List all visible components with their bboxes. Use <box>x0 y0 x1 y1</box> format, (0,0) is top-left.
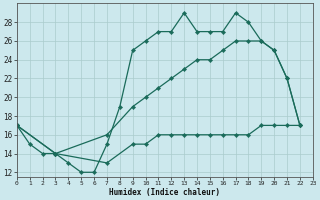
X-axis label: Humidex (Indice chaleur): Humidex (Indice chaleur) <box>109 188 220 197</box>
